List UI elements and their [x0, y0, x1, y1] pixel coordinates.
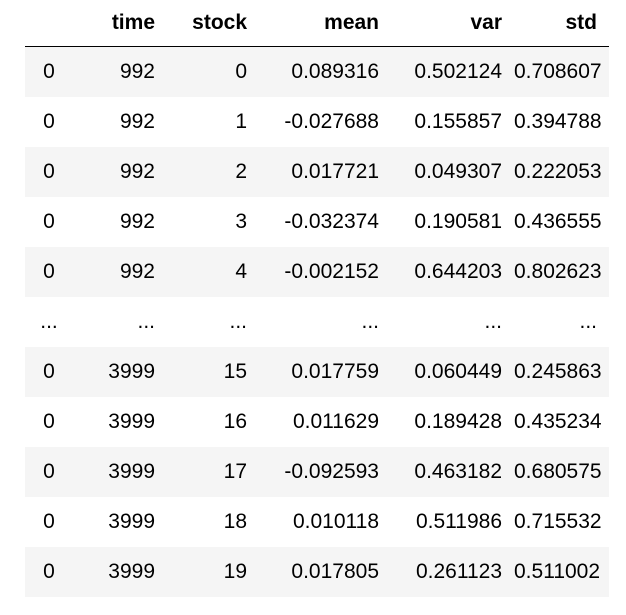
cell-time: 992 [119, 260, 155, 283]
cell-time: 3999 [108, 460, 155, 483]
table-row: 0 992 0 0.089316 0.502124 0.708607 [25, 46, 609, 97]
cell-mean: -0.027688 [284, 110, 379, 133]
cell-var: 0.644203 [414, 260, 502, 283]
cell-stock: 3 [235, 210, 247, 233]
table-row: .................. [25, 297, 609, 347]
cell-time: 992 [119, 160, 155, 183]
table-row: 0 992 4 -0.002152 0.644203 0.802623 [25, 247, 609, 297]
header-index [25, 0, 73, 47]
cell-mean: 0.017721 [291, 160, 379, 183]
cell-index: 0 [43, 60, 55, 83]
cell-index: 0 [43, 160, 55, 183]
cell-std: 0.708607 [514, 60, 602, 83]
cell-index: 0 [43, 260, 55, 283]
cell-mean: -0.002152 [284, 260, 379, 283]
cell-stock: 4 [235, 260, 247, 283]
cell-index: ... [40, 310, 58, 333]
table-row: 0 992 1 -0.027688 0.155857 0.394788 [25, 97, 609, 147]
cell-std: 0.394788 [514, 110, 602, 133]
table-row: 0 3999 17 -0.092593 0.463182 0.680575 [25, 447, 609, 497]
cell-index: 0 [43, 510, 55, 533]
table-row: 0 3999 15 0.017759 0.060449 0.245863 [25, 347, 609, 397]
cell-var: 0.189428 [414, 410, 502, 433]
header-stock: stock [167, 0, 259, 47]
table-row: 0 3999 19 0.017805 0.261123 0.511002 [25, 547, 609, 597]
cell-mean: ... [361, 310, 379, 333]
cell-mean: 0.089316 [291, 60, 379, 83]
cell-std: ... [579, 310, 597, 333]
header-std: std [514, 0, 609, 47]
cell-time: 3999 [108, 360, 155, 383]
cell-stock: 1 [235, 110, 247, 133]
cell-stock: 2 [235, 160, 247, 183]
cell-index: 0 [43, 560, 55, 583]
header-var: var [391, 0, 514, 47]
cell-mean: -0.092593 [284, 460, 379, 483]
cell-var: 0.060449 [414, 360, 502, 383]
cell-stock: 15 [223, 360, 247, 383]
cell-mean: 0.011629 [292, 410, 379, 433]
cell-time: 992 [119, 110, 155, 133]
cell-var: 0.502124 [414, 60, 502, 83]
header-mean: mean [259, 0, 391, 47]
dataframe-output: time stock mean var std 0 992 0 0.089316 0.5… [25, 0, 609, 597]
cell-mean: -0.032374 [284, 210, 379, 233]
cell-std: 0.435234 [514, 410, 602, 433]
cell-var: 0.511986 [415, 510, 502, 533]
cell-stock: 17 [223, 460, 247, 483]
cell-mean: 0.017805 [291, 560, 379, 583]
cell-time: 3999 [108, 510, 155, 533]
cell-time: 992 [119, 210, 155, 233]
cell-var: ... [484, 310, 502, 333]
cell-stock: ... [229, 310, 247, 333]
header-time: time [73, 0, 167, 47]
table-row: 0 992 3 -0.032374 0.190581 0.436555 [25, 197, 609, 247]
table-row: 0 992 2 0.017721 0.049307 0.222053 [25, 147, 609, 197]
cell-var: 0.049307 [414, 160, 502, 183]
header-row: time stock mean var std [25, 0, 609, 47]
cell-std: 0.511002 [514, 560, 601, 583]
cell-time: 992 [119, 60, 155, 83]
table-row: 0 3999 18 0.010118 0.511986 0.715532 [25, 497, 609, 547]
cell-time: 3999 [108, 560, 155, 583]
cell-mean: 0.017759 [291, 360, 379, 383]
cell-time: 3999 [108, 410, 155, 433]
cell-stock: 0 [235, 60, 247, 83]
cell-stock: 18 [223, 510, 247, 533]
cell-std: 0.436555 [514, 210, 602, 233]
cell-index: 0 [43, 110, 55, 133]
cell-std: 0.715532 [514, 510, 602, 533]
table-row: 0 3999 16 0.011629 0.189428 0.435234 [25, 397, 609, 447]
cell-index: 0 [43, 210, 55, 233]
cell-std: 0.222053 [514, 160, 602, 183]
cell-std: 0.802623 [514, 260, 602, 283]
cell-time: ... [137, 310, 155, 333]
cell-std: 0.245863 [514, 360, 602, 383]
cell-index: 0 [43, 460, 55, 483]
table-body: 0 992 0 0.089316 0.502124 0.708607 0 992 1 -0.027… [25, 46, 609, 597]
cell-var: 0.463182 [414, 460, 502, 483]
cell-index: 0 [43, 410, 55, 433]
cell-var: 0.190581 [414, 210, 502, 233]
cell-index: 0 [43, 360, 55, 383]
cell-var: 0.261123 [415, 560, 502, 583]
cell-stock: 16 [223, 410, 247, 433]
dataframe-table: time stock mean var std 0 992 0 0.089316 0.5… [25, 0, 609, 597]
table-header: time stock mean var std [25, 0, 609, 47]
cell-std: 0.680575 [514, 460, 602, 483]
cell-stock: 19 [223, 560, 247, 583]
cell-mean: 0.010118 [292, 510, 379, 533]
cell-var: 0.155857 [414, 110, 502, 133]
